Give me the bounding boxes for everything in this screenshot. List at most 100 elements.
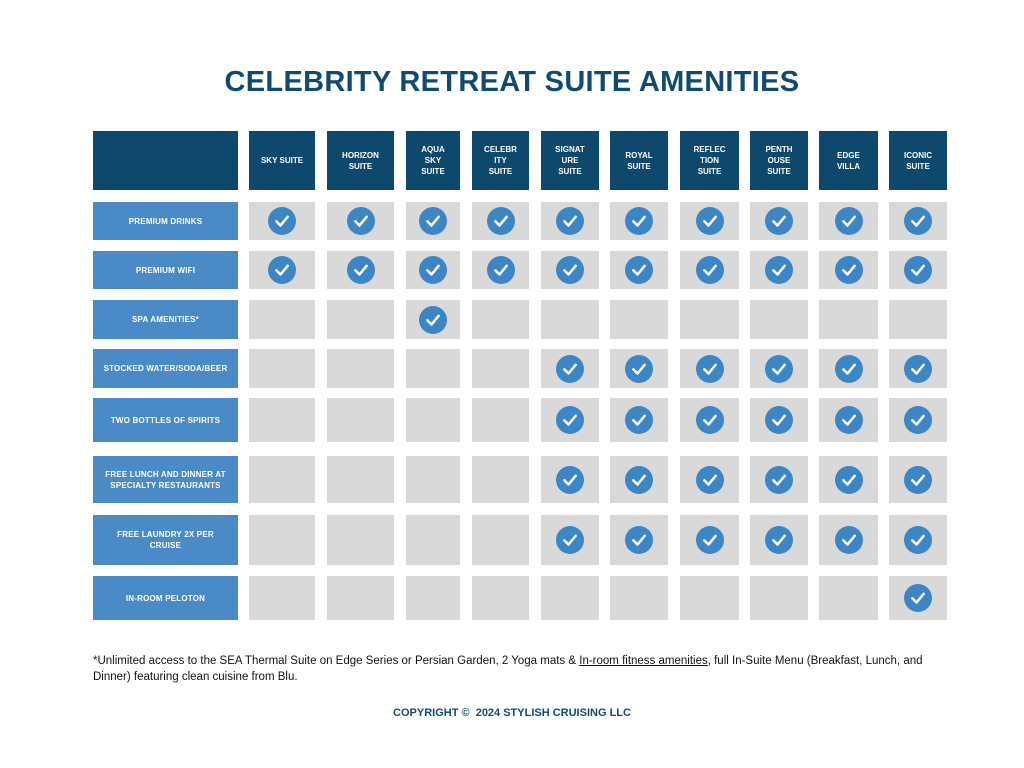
table-cell-included (680, 202, 739, 240)
check-circle-icon (556, 256, 584, 284)
table-cell-included (889, 515, 947, 565)
check-circle-icon (419, 256, 447, 284)
table-cell-included (819, 251, 878, 289)
table-cell-included (541, 456, 599, 503)
table-cell-included (406, 251, 460, 289)
table-cell-empty (472, 456, 529, 503)
check-circle-icon (625, 406, 653, 434)
row-label: SPA AMENITIES* (93, 300, 238, 339)
table-cell-included (472, 202, 529, 240)
check-circle-icon (625, 354, 653, 383)
table-cell-empty (249, 349, 315, 388)
check-circle-icon (625, 256, 653, 284)
check-circle-icon (556, 207, 584, 235)
column-header: CELEBR ITY SUITE (472, 131, 529, 190)
row-label: FREE LUNCH AND DINNER AT SPECIALTY RESTA… (93, 456, 238, 503)
table-cell-included (610, 515, 668, 565)
table-cell-empty (472, 349, 529, 388)
check-circle-icon (556, 406, 584, 434)
table-cell-included (610, 202, 668, 240)
table-cell-empty (680, 300, 739, 339)
table-cell-empty (327, 398, 394, 442)
table-cell-empty (889, 300, 947, 339)
table-cell-empty (541, 576, 599, 620)
column-header: EDGE VILLA (819, 131, 878, 190)
check-circle-icon (346, 207, 375, 235)
check-circle-icon (556, 354, 584, 383)
table-cell-empty (327, 300, 394, 339)
table-cell-empty (472, 515, 529, 565)
table-cell-included (750, 202, 808, 240)
check-circle-icon (268, 256, 296, 284)
table-cell-included (541, 202, 599, 240)
table-cell-included (610, 251, 668, 289)
table-cell-empty (819, 300, 878, 339)
column-header: SKY SUITE (249, 131, 315, 190)
column-header: REFLEC TION SUITE (680, 131, 739, 190)
check-circle-icon (765, 207, 793, 235)
page-title: CELEBRITY RETREAT SUITE AMENITIES (224, 66, 800, 98)
table-cell-included (249, 251, 315, 289)
table-cell-included (750, 456, 808, 503)
table-cell-empty (406, 515, 460, 565)
table-cell-empty (750, 300, 808, 339)
table-cell-included (541, 515, 599, 565)
table-cell-included (610, 398, 668, 442)
row-label: PREMIUM WIFI (93, 251, 238, 289)
check-circle-icon (765, 256, 793, 284)
check-circle-icon (765, 354, 793, 383)
check-circle-icon (765, 465, 793, 494)
check-circle-icon (556, 465, 584, 494)
check-circle-icon (625, 526, 653, 554)
table-cell-included (889, 398, 947, 442)
table-cell-included (680, 349, 739, 388)
row-label: STOCKED WATER/SODA/BEER (93, 349, 238, 388)
column-header: AQUA SKY SUITE (406, 131, 460, 190)
table-cell-empty (680, 576, 739, 620)
table-cell-included (819, 349, 878, 388)
table-cell-included (541, 398, 599, 442)
table-cell-empty (327, 349, 394, 388)
table-cell-empty (406, 456, 460, 503)
check-circle-icon (268, 207, 296, 235)
row-label: IN-ROOM PELOTON (93, 576, 238, 620)
table-cell-included (819, 515, 878, 565)
column-header: ROYAL SUITE (610, 131, 668, 190)
table-cell-empty (750, 576, 808, 620)
table-cell-empty (472, 398, 529, 442)
check-circle-icon (904, 584, 932, 612)
table-cell-empty (541, 300, 599, 339)
table-cell-empty (472, 576, 529, 620)
check-circle-icon (904, 526, 932, 554)
table-cell-empty (249, 398, 315, 442)
check-circle-icon (834, 465, 863, 494)
footnote: *Unlimited access to the SEA Thermal Sui… (93, 653, 953, 685)
table-cell-empty (406, 576, 460, 620)
check-circle-icon (904, 465, 932, 494)
table-cell-empty (249, 456, 315, 503)
table-cell-included (680, 456, 739, 503)
table-cell-included (889, 456, 947, 503)
fitness-amenities-link[interactable]: In-room fitness amenities (579, 655, 708, 667)
check-circle-icon (695, 354, 724, 383)
table-cell-included (889, 576, 947, 620)
check-circle-icon (834, 354, 863, 383)
table-cell-included (889, 251, 947, 289)
table-cell-empty (249, 515, 315, 565)
table-cell-included (610, 349, 668, 388)
table-cell-included (249, 202, 315, 240)
column-header: ICONIC SUITE (889, 131, 947, 190)
table-cell-empty (819, 576, 878, 620)
check-circle-icon (765, 406, 793, 434)
check-circle-icon (419, 305, 447, 334)
table-cell-included (889, 202, 947, 240)
table-cell-included (406, 202, 460, 240)
table-cell-included (327, 251, 394, 289)
table-cell-included (680, 515, 739, 565)
check-circle-icon (486, 207, 515, 235)
table-cell-empty (406, 398, 460, 442)
check-circle-icon (834, 526, 863, 554)
row-label: PREMIUM DRINKS (93, 202, 238, 240)
table-cell-empty (610, 300, 668, 339)
check-circle-icon (834, 256, 863, 284)
